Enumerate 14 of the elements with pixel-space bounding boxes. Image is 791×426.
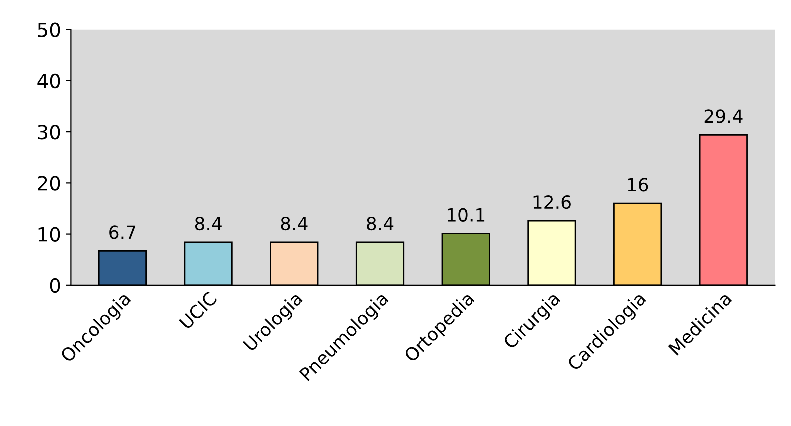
y-tick-label: 10	[38, 227, 60, 242]
data-label: 12.6	[534, 196, 571, 210]
y-tick-label: 50	[38, 22, 60, 38]
y-tick-label: 30	[38, 125, 60, 140]
y-tick-label: 40	[38, 74, 60, 89]
y-tick-label: 0	[50, 278, 60, 294]
data-label: 8.4	[195, 216, 222, 231]
data-label: 10.1	[448, 208, 485, 222]
data-label: 29.4	[704, 110, 743, 124]
data-label: 6.7	[110, 226, 136, 240]
data-label: 16	[628, 178, 648, 192]
y-tick-label: 20	[38, 176, 60, 191]
data-label: 8.4	[367, 216, 394, 231]
data-label: 8.4	[281, 216, 308, 231]
